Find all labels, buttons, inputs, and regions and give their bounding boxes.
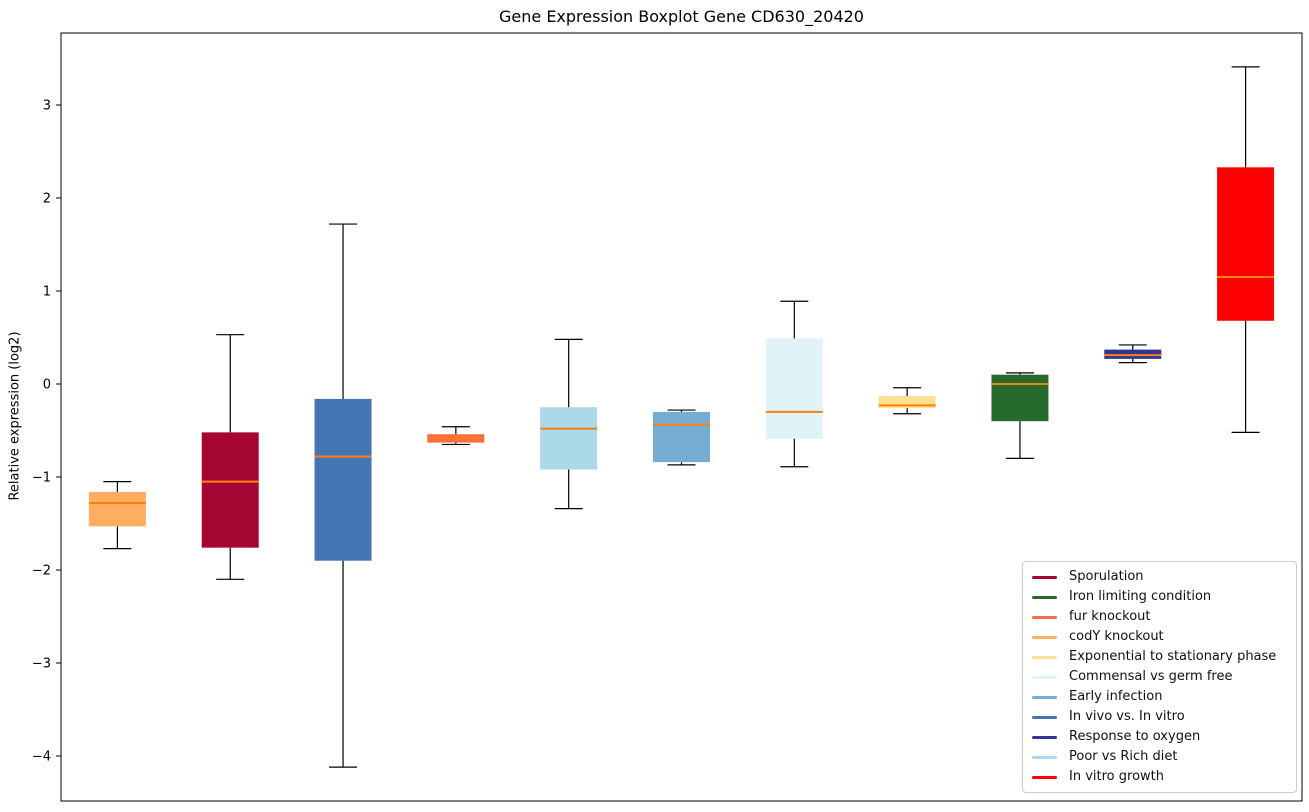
legend-item: Poor vs Rich diet — [1032, 747, 1287, 767]
boxplot-box — [991, 374, 1049, 422]
boxplot-box — [201, 432, 259, 548]
legend-item: Early infection — [1032, 687, 1287, 707]
legend-label: Sporulation — [1069, 569, 1144, 584]
boxplot-box — [653, 411, 710, 463]
legend-item: Commensal vs germ free — [1032, 667, 1287, 687]
legend-label: Iron limiting condition — [1069, 589, 1212, 604]
legend-item: Exponential to stationary phase — [1032, 647, 1287, 667]
legend-box: Sporulation Iron limiting condition fur kn… — [1022, 561, 1297, 793]
legend-label: Exponential to stationary phase — [1069, 649, 1277, 664]
legend-item: Response to oxygen — [1032, 727, 1287, 747]
legend-color-swatch — [1032, 615, 1057, 619]
legend-color-swatch — [1032, 635, 1057, 639]
legend-color-swatch — [1032, 575, 1057, 579]
plot-frame — [60, 32, 1303, 802]
legend-color-swatch — [1032, 775, 1057, 779]
boxplot-box — [1217, 167, 1275, 321]
legend-label: In vitro growth — [1069, 769, 1164, 784]
y-tick-label: −2 — [32, 564, 51, 579]
boxplot-box — [540, 407, 598, 470]
boxplot-box — [314, 398, 372, 561]
legend-label: fur knockout — [1069, 609, 1151, 624]
y-tick-label: 2 — [43, 192, 51, 207]
legend-color-swatch — [1032, 715, 1057, 719]
legend-item: Sporulation — [1032, 567, 1287, 587]
y-tick-label: 3 — [43, 99, 51, 114]
chart-title: Gene Expression Boxplot Gene CD630_20420 — [499, 7, 864, 26]
legend-color-swatch — [1032, 755, 1057, 759]
y-tick-label: −4 — [32, 750, 51, 765]
legend-color-swatch — [1032, 695, 1057, 699]
y-tick-label: −3 — [32, 657, 51, 672]
y-tick-label: −1 — [32, 471, 51, 486]
legend-label: Early infection — [1069, 689, 1163, 704]
legend-label: In vivo vs. In vitro — [1069, 709, 1185, 724]
legend-label: codY knockout — [1069, 629, 1164, 644]
legend-item: In vivo vs. In vitro — [1032, 707, 1287, 727]
legend-label: Response to oxygen — [1069, 729, 1201, 744]
legend-item: fur knockout — [1032, 607, 1287, 627]
legend-color-swatch — [1032, 655, 1057, 659]
legend-item: In vitro growth — [1032, 767, 1287, 787]
legend-color-swatch — [1032, 595, 1057, 599]
boxplot-box — [765, 338, 823, 439]
y-tick-label: 1 — [43, 285, 51, 300]
boxplot-box — [88, 491, 146, 527]
legend-color-swatch — [1032, 675, 1057, 679]
legend-item: Iron limiting condition — [1032, 587, 1287, 607]
legend-color-swatch — [1032, 735, 1057, 739]
y-tick-label: 0 — [43, 378, 51, 393]
legend-label: Commensal vs germ free — [1069, 669, 1233, 684]
legend-item: codY knockout — [1032, 627, 1287, 647]
legend-label: Poor vs Rich diet — [1069, 749, 1178, 764]
